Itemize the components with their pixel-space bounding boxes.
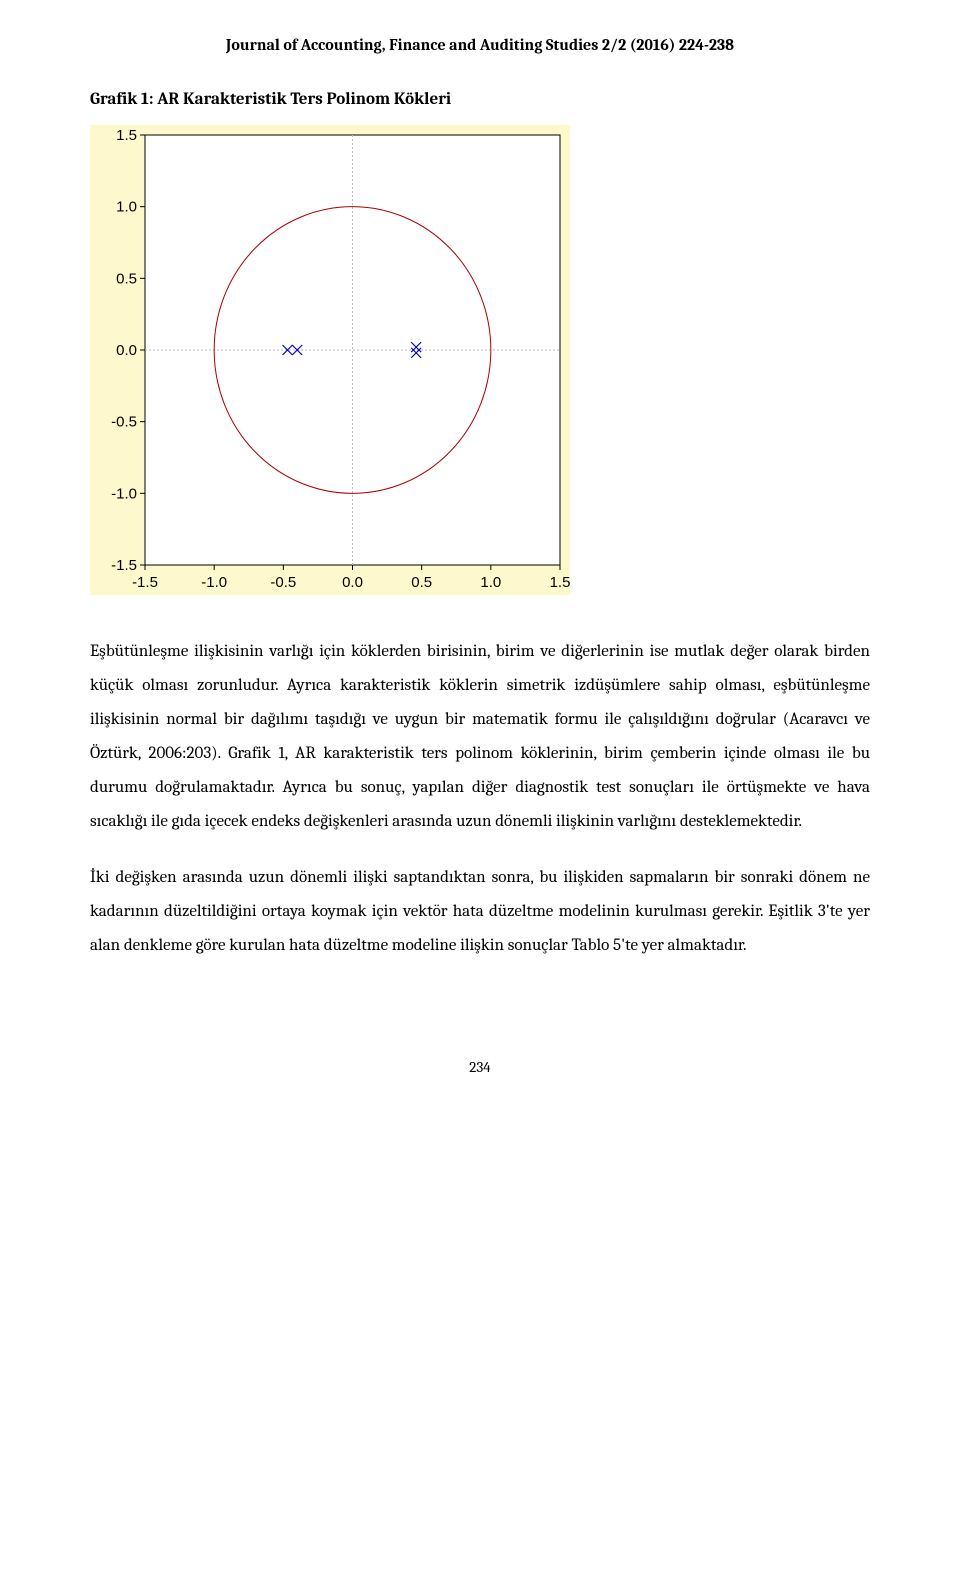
svg-text:-1.0: -1.0 xyxy=(111,485,137,502)
svg-text:-0.5: -0.5 xyxy=(270,574,296,591)
svg-text:1.5: 1.5 xyxy=(116,127,137,144)
svg-text:-0.5: -0.5 xyxy=(111,413,137,430)
journal-header: Journal of Accounting, Finance and Audit… xyxy=(90,30,870,60)
svg-text:-1.5: -1.5 xyxy=(132,574,158,591)
svg-text:0.5: 0.5 xyxy=(411,574,432,591)
graph-title: Grafik 1: AR Karakteristik Ters Polinom … xyxy=(90,84,870,116)
svg-text:0.0: 0.0 xyxy=(116,342,137,359)
svg-text:0.5: 0.5 xyxy=(116,270,137,287)
svg-text:1.5: 1.5 xyxy=(550,574,570,591)
chart-container: -1.5 -1.0 -0.5 0.0 0.5 1.0 1.5 -1.5 -1.0 -0.5 0.0 0… xyxy=(90,125,570,605)
svg-text:-1.5: -1.5 xyxy=(111,557,137,574)
svg-text:1.0: 1.0 xyxy=(480,574,501,591)
svg-text:0.0: 0.0 xyxy=(342,574,363,591)
svg-text:1.0: 1.0 xyxy=(116,198,137,215)
paragraph-1: Eşbütünleşme ilişkisinin varlığı için kö… xyxy=(90,635,870,839)
page-number: 234 xyxy=(90,1053,870,1082)
paragraph-2: İki değişken arasında uzun dönemli ilişk… xyxy=(90,861,870,963)
svg-text:-1.0: -1.0 xyxy=(201,574,227,591)
ar-roots-chart: -1.5 -1.0 -0.5 0.0 0.5 1.0 1.5 -1.5 -1.0 -0.5 0.0 0… xyxy=(90,125,570,595)
